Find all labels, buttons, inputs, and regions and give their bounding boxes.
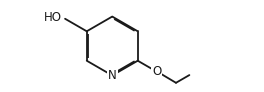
Text: N: N xyxy=(108,69,117,82)
Text: HO: HO xyxy=(43,11,62,24)
Text: O: O xyxy=(152,65,162,78)
